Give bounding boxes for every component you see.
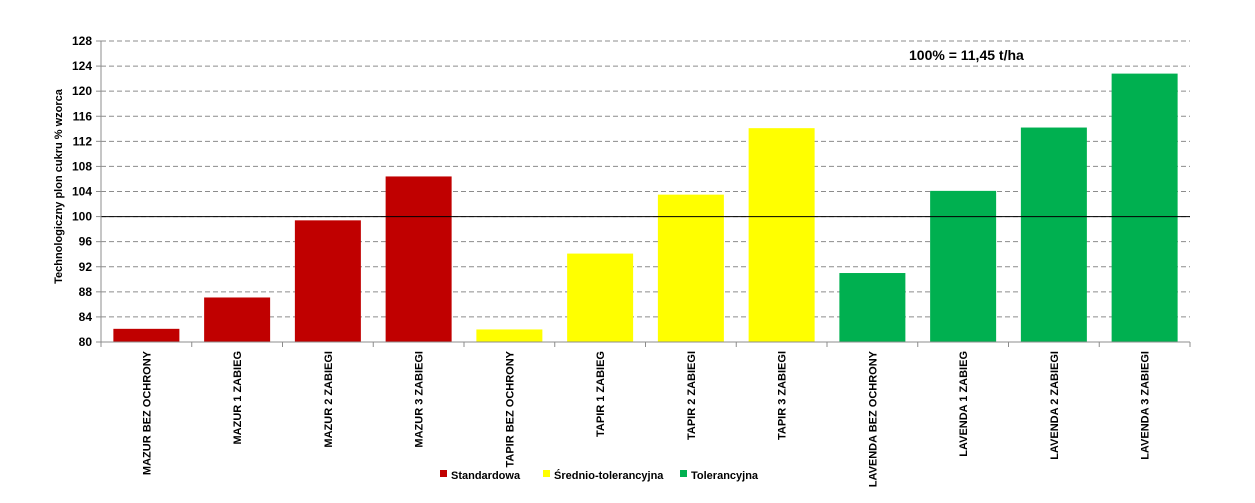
bar (476, 329, 543, 342)
legend-swatch (440, 470, 447, 477)
x-tick-label: MAZUR 1 ZABIEG (232, 351, 244, 445)
x-tick-label: TAPIR 3 ZABIEGI (777, 351, 789, 440)
y-tick-label: 120 (72, 84, 92, 98)
y-tick-label: 104 (72, 185, 92, 199)
x-tick-label: TAPIR 2 ZABIEGI (686, 351, 698, 440)
legend-label: Tolerancyjna (691, 470, 759, 482)
y-tick-label: 128 (72, 34, 92, 48)
y-tick-label: 108 (72, 159, 92, 173)
x-tick-label: MAZUR 2 ZABIEGI (323, 351, 335, 448)
bar (204, 297, 271, 342)
x-tick-label: LAVENDA 1 ZABIEG (958, 351, 970, 457)
legend-swatch (543, 470, 550, 477)
axes (100, 41, 1191, 347)
x-tick-labels: MAZUR BEZ OCHRONY MAZUR 1 ZABIEG MAZUR 2 Z… (141, 350, 1151, 487)
bar (930, 190, 997, 342)
y-axis-title: Technologiczny plon cukru % wzorca (53, 88, 65, 284)
y-tick-label: 100 (72, 210, 92, 224)
legend: Standardowa Średnio-tolerancyjna Tolerancy… (440, 469, 759, 482)
legend-swatch (680, 470, 687, 477)
bar (294, 220, 361, 342)
x-tick-label: LAVENDA 2 ZABIEGI (1049, 351, 1061, 460)
bar (1020, 127, 1087, 342)
y-tick-labels: 80 84 88 92 96 100 104 108 112 116 120 124 128 (72, 34, 92, 349)
bar (113, 328, 180, 342)
bar (839, 273, 906, 342)
y-tick-label: 92 (79, 260, 93, 274)
x-tick-label: TAPIR BEZ OCHRONY (504, 350, 516, 467)
bars (113, 73, 1178, 342)
y-tick-label: 80 (79, 335, 93, 349)
x-tick-label: LAVENDA 3 ZABIEGI (1140, 351, 1152, 460)
bar (1111, 73, 1178, 342)
bar (567, 253, 634, 342)
x-tick-label: LAVENDA BEZ OCHRONY (867, 350, 879, 487)
reference-annotation: 100% = 11,45 t/ha (909, 47, 1024, 63)
bar (657, 194, 724, 342)
y-tick-label: 124 (72, 59, 92, 73)
bar (748, 128, 815, 342)
y-tick-label: 112 (73, 134, 93, 148)
y-tick-label: 96 (79, 235, 93, 249)
legend-label: Średnio-tolerancyjna (554, 469, 664, 482)
x-tick-label: TAPIR 1 ZABIEG (595, 351, 607, 437)
bar (385, 176, 452, 342)
gridlines (96, 40, 1190, 343)
y-tick-label: 84 (79, 310, 93, 324)
x-tick-label: MAZUR 3 ZABIEGI (414, 351, 426, 448)
y-tick-label: 88 (79, 285, 93, 299)
y-tick-label: 116 (73, 109, 93, 123)
x-tick-label: MAZUR BEZ OCHRONY (141, 350, 153, 475)
legend-label: Standardowa (451, 470, 521, 482)
